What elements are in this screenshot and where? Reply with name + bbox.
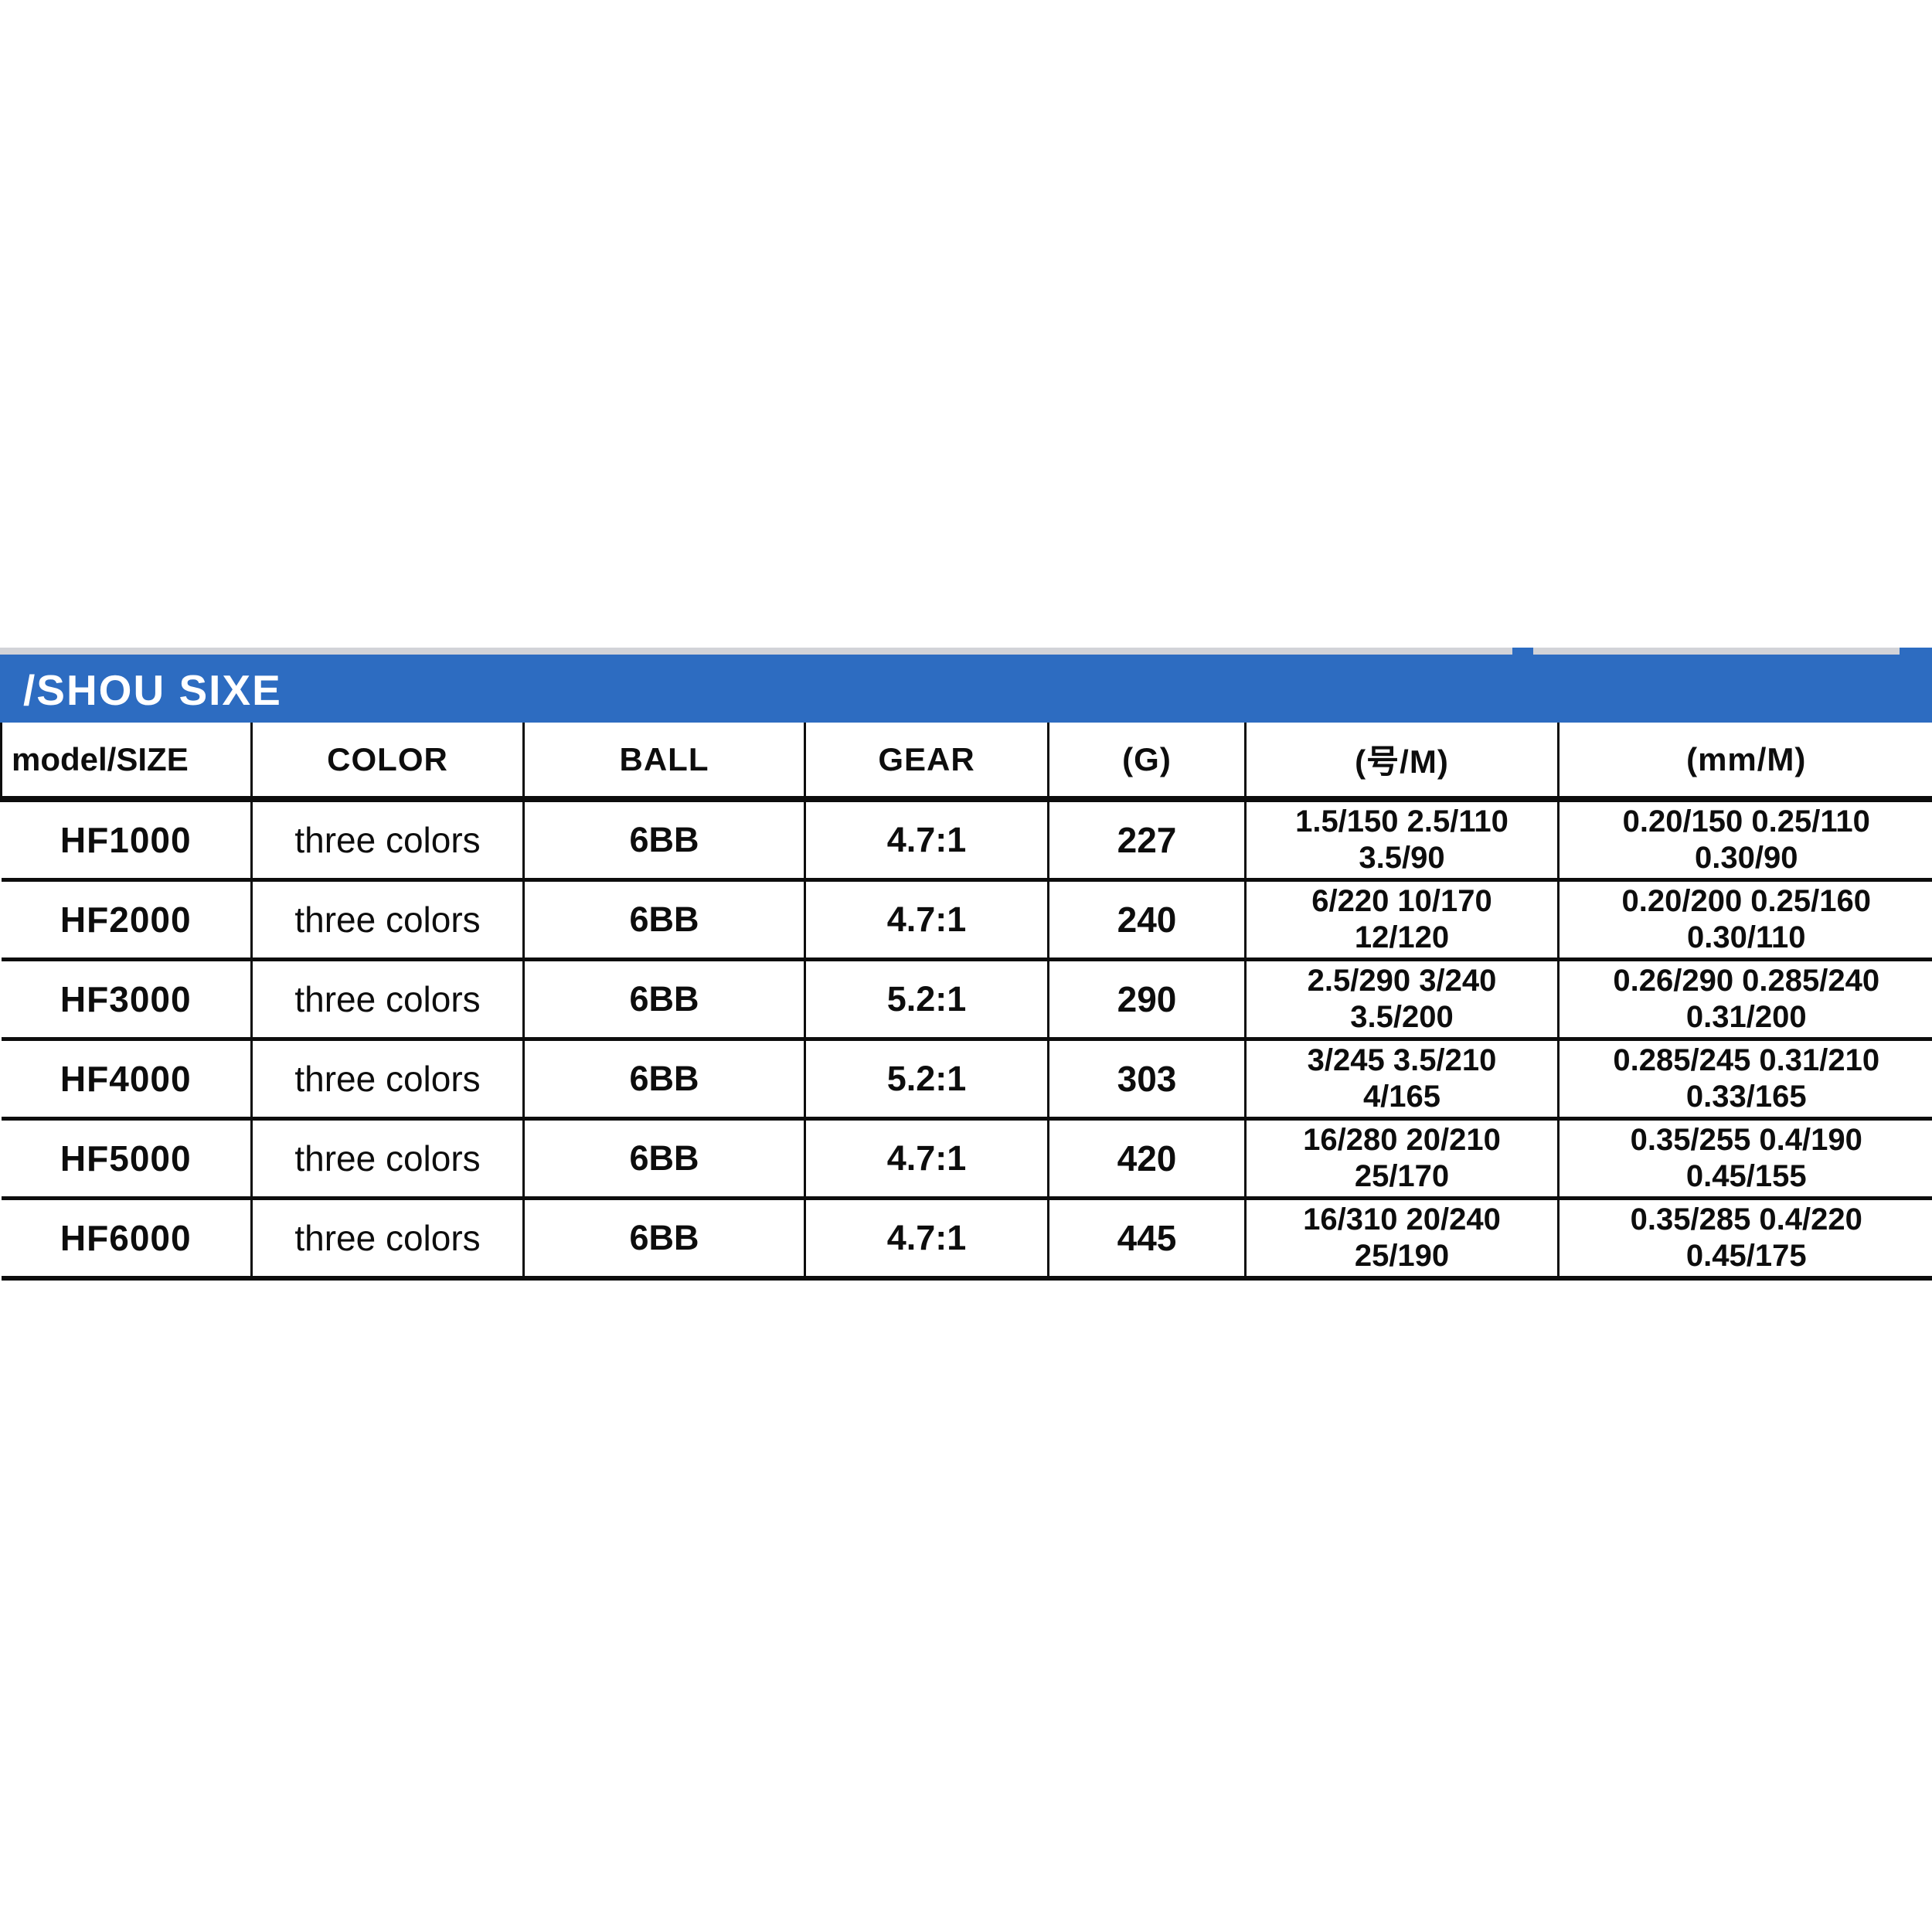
cell-color: three colors xyxy=(251,799,525,882)
cell-weight: 227 xyxy=(1048,799,1247,882)
cell-ball: 6BB xyxy=(523,1198,806,1281)
table-row: HF6000 three colors 6BB 4.7:1 445 16/310… xyxy=(1,1198,1932,1281)
cell-line-hao-m: 1.5/150 2.5/110 3.5/90 xyxy=(1245,799,1560,882)
cell-ball: 6BB xyxy=(523,959,806,1041)
header-cell-line-mm-m: (mm/M) xyxy=(1558,723,1932,802)
table-row: HF3000 three colors 6BB 5.2:1 290 2.5/29… xyxy=(1,959,1932,1041)
table-row: HF5000 three colors 6BB 4.7:1 420 16/280… xyxy=(1,1118,1932,1200)
cell-line-hao-m: 3/245 3.5/210 4/165 xyxy=(1245,1039,1560,1121)
cell-line-hao-m: 16/280 20/210 25/170 xyxy=(1245,1118,1560,1200)
cell-line-mm-m: 0.35/285 0.4/220 0.45/175 xyxy=(1558,1198,1932,1281)
cell-weight: 420 xyxy=(1048,1118,1247,1200)
cell-gear: 5.2:1 xyxy=(804,1039,1049,1121)
cell-gear: 4.7:1 xyxy=(804,799,1049,882)
cell-ball: 6BB xyxy=(523,879,806,961)
cell-model: HF3000 xyxy=(1,959,253,1041)
table-title: /SHOU SIXE xyxy=(23,665,282,714)
header-accent-strip xyxy=(0,648,1512,655)
header-cell-gear: GEAR xyxy=(804,723,1049,802)
cell-color: three colors xyxy=(251,1118,525,1200)
cell-weight: 290 xyxy=(1048,959,1247,1041)
header-cell-weight: (G) xyxy=(1048,723,1247,802)
header-cell-color: COLOR xyxy=(251,723,525,802)
cell-model: HF4000 xyxy=(1,1039,253,1121)
header-cell-ball: BALL xyxy=(523,723,806,802)
cell-line-mm-m: 0.35/255 0.4/190 0.45/155 xyxy=(1558,1118,1932,1200)
header-accent-strip xyxy=(1533,648,1900,655)
cell-color: three colors xyxy=(251,959,525,1041)
header-row: model/SIZE COLOR BALL GEAR (G) (号/M) (mm… xyxy=(0,723,1932,802)
cell-model: HF2000 xyxy=(1,879,253,961)
cell-color: three colors xyxy=(251,1198,525,1281)
cell-line-mm-m: 0.26/290 0.285/240 0.31/200 xyxy=(1558,959,1932,1041)
cell-line-hao-m: 16/310 20/240 25/190 xyxy=(1245,1198,1560,1281)
cell-line-hao-m: 2.5/290 3/240 3.5/200 xyxy=(1245,959,1560,1041)
table-row: HF2000 three colors 6BB 4.7:1 240 6/220 … xyxy=(1,879,1932,961)
cell-line-mm-m: 0.20/150 0.25/110 0.30/90 xyxy=(1558,799,1932,882)
cell-weight: 445 xyxy=(1048,1198,1247,1281)
table-row: HF4000 three colors 6BB 5.2:1 303 3/245 … xyxy=(1,1039,1932,1121)
header-cell-model-size: model/SIZE xyxy=(0,723,253,802)
cell-ball: 6BB xyxy=(523,1118,806,1200)
cell-ball: 6BB xyxy=(523,799,806,882)
spec-table: model/SIZE COLOR BALL GEAR (G) (号/M) (mm… xyxy=(0,723,1932,1281)
cell-gear: 4.7:1 xyxy=(804,1118,1049,1200)
cell-model: HF1000 xyxy=(1,799,253,882)
cell-color: three colors xyxy=(251,1039,525,1121)
cell-weight: 303 xyxy=(1048,1039,1247,1121)
cell-weight: 240 xyxy=(1048,879,1247,961)
cell-line-mm-m: 0.285/245 0.31/210 0.33/165 xyxy=(1558,1039,1932,1121)
table-row: HF1000 three colors 6BB 4.7:1 227 1.5/15… xyxy=(1,799,1932,882)
cell-gear: 4.7:1 xyxy=(804,1198,1049,1281)
cell-color: three colors xyxy=(251,879,525,961)
table-title-bar: /SHOU SIXE xyxy=(0,648,1932,723)
header-cell-line-hao-m: (号/M) xyxy=(1245,723,1560,802)
cell-line-hao-m: 6/220 10/170 12/120 xyxy=(1245,879,1560,961)
cell-ball: 6BB xyxy=(523,1039,806,1121)
cell-model: HF5000 xyxy=(1,1118,253,1200)
cell-model: HF6000 xyxy=(1,1198,253,1281)
cell-gear: 4.7:1 xyxy=(804,879,1049,961)
cell-line-mm-m: 0.20/200 0.25/160 0.30/110 xyxy=(1558,879,1932,961)
cell-gear: 5.2:1 xyxy=(804,959,1049,1041)
